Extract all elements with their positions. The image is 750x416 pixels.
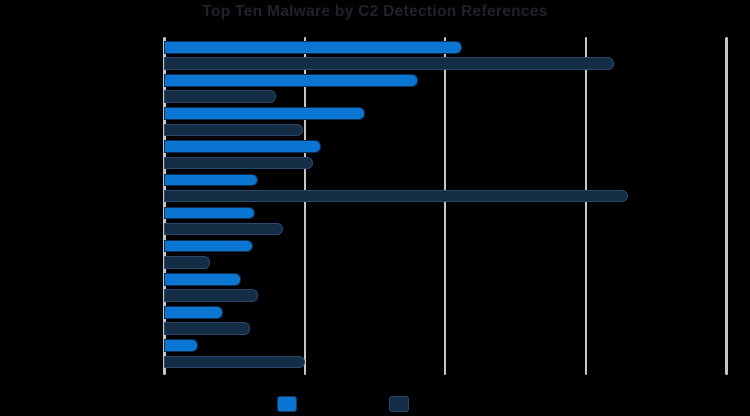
x-gridline-3 (584, 37, 587, 375)
bar-blue-row-9 (164, 306, 223, 319)
bar-blue-row-10 (164, 339, 198, 352)
bar-navy-row-5 (164, 189, 628, 203)
bar-navy-row-10 (164, 355, 305, 369)
bar-navy-row-2 (164, 90, 277, 103)
bar-blue-row-2 (164, 74, 419, 87)
bar-navy-row-8 (164, 289, 259, 302)
bar-navy-row-6 (164, 222, 284, 236)
legend-swatch-navy-series[interactable] (389, 396, 409, 412)
bar-navy-row-3 (164, 123, 304, 136)
x-gridline-1 (303, 37, 306, 375)
bar-blue-row-4 (164, 140, 322, 153)
legend-swatch-blue-series[interactable] (277, 396, 297, 412)
bar-blue-row-1 (164, 41, 462, 54)
x-gridline-2 (444, 37, 446, 375)
bar-blue-row-6 (164, 206, 256, 220)
bar-navy-row-9 (164, 322, 250, 335)
bar-blue-row-8 (164, 273, 242, 286)
bar-blue-row-3 (164, 107, 365, 120)
bar-navy-row-4 (164, 156, 313, 170)
chart-title: Top Ten Malware by C2 Detection Referenc… (202, 3, 548, 20)
x-gridline-4 (725, 37, 728, 375)
y-axis-line (163, 37, 166, 375)
bar-blue-row-5 (164, 173, 259, 187)
bar-navy-row-1 (164, 57, 614, 70)
bar-blue-row-7 (164, 239, 253, 253)
legend (0, 394, 750, 414)
bar-navy-row-7 (164, 256, 211, 269)
